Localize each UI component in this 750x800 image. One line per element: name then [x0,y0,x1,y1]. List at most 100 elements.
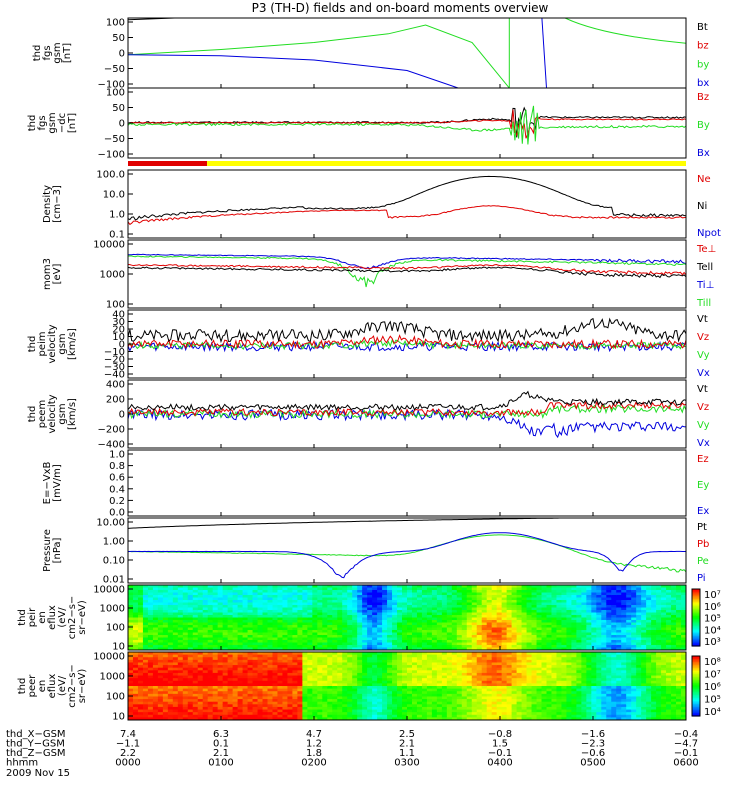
heatmap-cell [357,600,363,604]
heatmap-cell [372,600,378,604]
heatmap-cell [426,627,433,631]
heatmap-cell [262,693,269,698]
heatmap-cell [162,592,169,596]
heatmap-cell [461,645,468,649]
heatmap-cell [387,714,393,718]
heatmap-cell [302,622,308,626]
heatmap-cell [128,696,134,700]
heatmap-cell [656,595,662,599]
heatmap-cell [167,615,174,619]
heatmap-cell [496,602,503,606]
heatmap-cell [367,590,373,594]
heatmap-cell [327,647,333,650]
heatmap-cell [397,704,403,708]
heatmap-cell [197,645,204,649]
heatmap-cell [267,675,274,679]
heatmap-cell [147,706,154,711]
heatmap-cell [182,652,189,656]
heatmap-cell [606,602,612,606]
heatmap-cell [187,712,194,716]
heatmap-cell [327,659,333,664]
heatmap-cell [287,654,294,658]
heatmap-cell [357,657,363,661]
heatmap-cell [172,642,179,646]
heatmap-cell [207,627,214,631]
heatmap-cell [521,627,528,631]
heatmap-cell [546,647,553,650]
heatmap-cell [302,592,308,596]
heatmap-cell [392,688,398,692]
heatmap-cell [496,675,503,679]
heatmap-cell [656,625,662,629]
heatmap-cell [367,657,373,661]
heatmap-cell [651,637,657,641]
heatmap-cell [192,630,199,634]
heatmap-cell [496,635,503,639]
heatmap-cell [312,632,318,636]
heatmap-cell [277,627,284,631]
heatmap-cell [182,642,189,646]
y-tick-label: 20 [112,325,125,336]
heatmap-cell [207,688,214,692]
heatmap-cell [137,699,144,703]
heatmap-cell [197,688,204,692]
heatmap-cell [636,620,642,624]
heatmap-cell [576,635,582,639]
heatmap-cell [342,600,348,604]
heatmap-cell [441,714,448,718]
heatmap-cell [466,637,473,641]
heatmap-cell [152,597,159,601]
heatmap-cell [202,652,209,656]
heatmap-cell [182,667,189,671]
heatmap-cell [192,602,199,606]
heatmap-cell [541,642,548,646]
heatmap-cell [576,647,582,650]
heatmap-cell [347,640,353,644]
heatmap-cell [411,622,418,626]
heatmap-cell [187,602,194,606]
heatmap-cell [571,640,577,644]
heatmap-cell [342,590,348,594]
heatmap-cell [581,592,587,596]
heatmap-cell [611,600,617,604]
heatmap-cell [312,602,318,606]
heatmap-cell [227,665,234,669]
panel-peir_eflux: 10⁷10⁶10⁵10⁴10³10000100010010thdpeirenef… [17,584,721,653]
heatmap-cell [616,602,622,606]
heatmap-cell [397,680,403,684]
heatmap-cell [362,680,368,684]
heatmap-cell [441,652,448,656]
heatmap-cell [372,699,378,703]
heatmap-cell [576,607,582,611]
heatmap-cell [392,657,398,661]
heatmap-cell [128,706,134,711]
heatmap-cell [621,647,627,650]
heatmap-cell [676,617,682,621]
heatmap-cell [152,607,159,611]
heatmap-cell [322,587,328,591]
heatmap-cell [337,600,343,604]
heatmap-cell [367,686,373,690]
heatmap-cell [132,706,139,711]
heatmap-cell [476,632,483,636]
heatmap-cell [152,645,159,649]
heatmap-cell [307,587,313,591]
heatmap-cell [451,714,458,718]
heatmap-cell [466,683,473,687]
heatmap-cell [426,654,433,658]
heatmap-cell [217,688,224,692]
heatmap-cell [626,630,632,634]
heatmap-cell [387,654,393,658]
heatmap-cell [441,642,448,646]
heatmap-cell [142,602,149,606]
heatmap-cell [631,610,637,614]
heatmap-cell [511,627,518,631]
heatmap-cell [636,625,642,629]
heatmap-cell [252,600,259,604]
heatmap-cell [581,635,587,639]
heatmap-cell [402,640,408,644]
heatmap-cell [172,683,179,687]
heatmap-cell [431,640,438,644]
heatmap-cell [212,667,219,671]
heatmap-cell [347,632,353,636]
